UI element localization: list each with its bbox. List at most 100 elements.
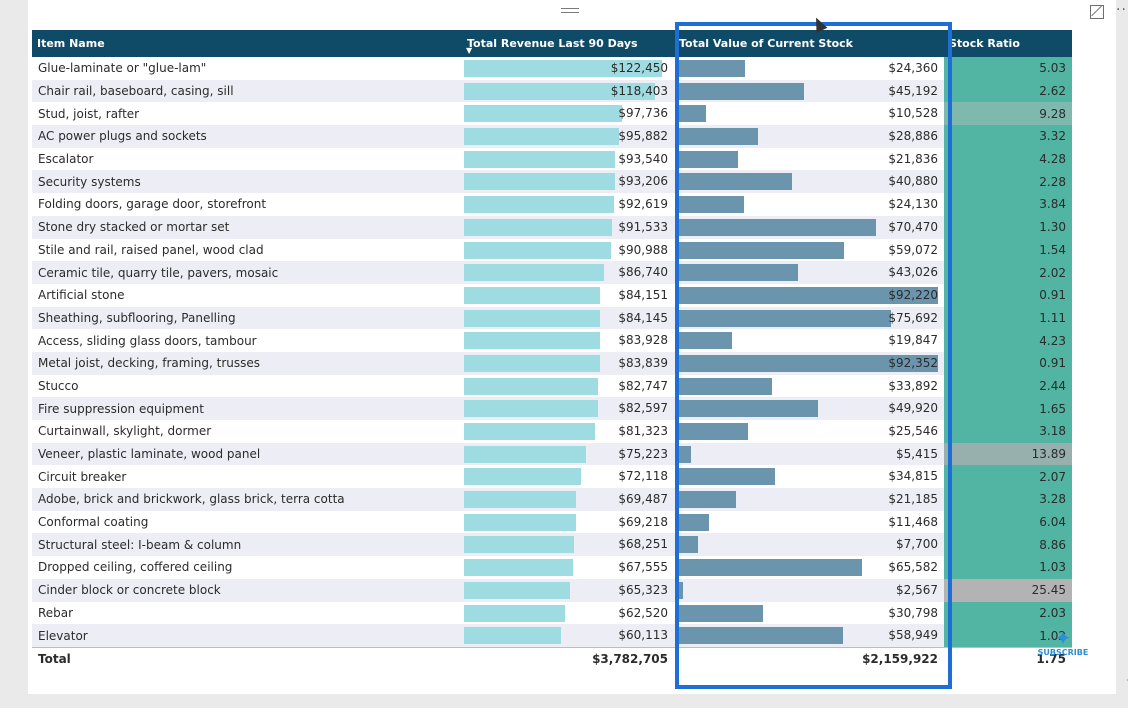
table-row[interactable]: Rebar $62,520 $30,798 2.03 (32, 601, 1072, 625)
table-row[interactable]: Veneer, plastic laminate, wood panel $75,… (32, 442, 1072, 466)
stock-cell: $21,836 (674, 147, 944, 171)
stock-value: $40,880 (888, 174, 938, 189)
table-row[interactable]: Structural steel: I-beam & column $68,251… (32, 533, 1072, 557)
table-row[interactable]: Sheathing, subflooring, Panelling $84,145… (32, 306, 1072, 330)
revenue-value: $83,839 (618, 355, 668, 370)
stock-ratio-cell: 0.91 (944, 351, 1072, 375)
table-row[interactable]: Curtainwall, skylight, dormer $81,323 $25,… (32, 420, 1072, 443)
table-row[interactable]: Adobe, brick and brickwork, glass brick,… (32, 488, 1072, 511)
stock-cell: $21,185 (674, 488, 944, 511)
stock-value: $59,072 (888, 242, 938, 257)
stock-value: $43,026 (888, 265, 938, 280)
sort-descending-icon[interactable]: ▼ (466, 46, 473, 55)
stock-bar (676, 218, 876, 236)
stock-bar (676, 491, 737, 509)
table-row[interactable]: Elevator $60,113 $58,949 1.02 (32, 624, 1072, 648)
table-row[interactable]: Stone dry stacked or mortar set $91,533 $7… (32, 215, 1072, 239)
item-name-cell: Security systems (32, 170, 462, 194)
stock-ratio-cell: 2.44 (944, 374, 1072, 398)
stock-cell: $11,468 (674, 510, 944, 534)
table-row[interactable]: Cinder block or concrete block $65,323 $2,… (32, 578, 1072, 602)
drag-grip-icon[interactable] (561, 8, 579, 14)
stock-value: $11,468 (888, 514, 938, 529)
table-row[interactable]: Ceramic tile, quarry tile, pavers, mosai… (32, 261, 1072, 284)
table-row[interactable]: Security systems $93,206 $40,880 2.28 (32, 170, 1072, 194)
stock-bar (676, 196, 745, 214)
table-row[interactable]: Access, sliding glass doors, tambour $83,… (32, 329, 1072, 352)
stock-value: $5,415 (896, 446, 938, 461)
stock-ratio-cell: 3.32 (944, 125, 1072, 148)
table-row[interactable]: AC power plugs and sockets $95,882 $28,886… (32, 125, 1072, 148)
revenue-cell: $122,450 (462, 57, 674, 80)
table-row[interactable]: Metal joist, decking, framing, trusses $8… (32, 351, 1072, 375)
stock-bar (676, 332, 733, 350)
revenue-bar (464, 377, 598, 395)
item-name-cell: Metal joist, decking, framing, trusses (32, 351, 462, 375)
revenue-value: $91,533 (618, 219, 668, 234)
table-row[interactable]: Stud, joist, rafter $97,736 $10,528 9.28 (32, 102, 1072, 126)
revenue-value: $82,597 (618, 401, 668, 416)
revenue-value: $84,151 (618, 287, 668, 302)
item-name-cell: Access, sliding glass doors, tambour (32, 329, 462, 352)
revenue-bar (464, 173, 615, 191)
revenue-bar (464, 264, 605, 282)
column-header-item-name[interactable]: Item Name (32, 30, 462, 57)
revenue-value: $82,747 (618, 378, 668, 393)
revenue-bar (464, 627, 562, 645)
stock-cell: $10,528 (674, 102, 944, 126)
revenue-cell: $118,403 (462, 79, 674, 103)
subscribe-label: SUBSCRIBE (1037, 648, 1089, 657)
table-row[interactable]: Fire suppression equipment $82,597 $49,920… (32, 397, 1072, 420)
table-row[interactable]: Escalator $93,540 $21,836 4.28 (32, 147, 1072, 171)
table-row[interactable]: Circuit breaker $72,118 $34,815 2.07 (32, 465, 1072, 489)
revenue-value: $86,740 (618, 265, 668, 280)
column-header-stock-ratio[interactable]: Stock Ratio (944, 30, 1072, 57)
stock-value: $19,847 (888, 333, 938, 348)
stock-value: $34,815 (888, 469, 938, 484)
table-row[interactable]: Conformal coating $69,218 $11,468 6.04 (32, 510, 1072, 534)
table-row[interactable]: Artificial stone $84,151 $92,220 0.91 (32, 283, 1072, 307)
stock-cell: $43,026 (674, 261, 944, 284)
focus-mode-icon[interactable] (1090, 5, 1104, 19)
stock-ratio-cell: 2.62 (944, 79, 1072, 103)
revenue-cell: $65,323 (462, 578, 674, 602)
stock-cell: $7,700 (674, 533, 944, 557)
stock-ratio-cell: 1.54 (944, 238, 1072, 262)
item-name-cell: Cinder block or concrete block (32, 578, 462, 602)
subscribe-watermark[interactable]: ✦ SUBSCRIBE (1032, 628, 1094, 657)
revenue-bar (464, 241, 612, 259)
stock-cell: $33,892 (674, 374, 944, 398)
revenue-cell: $97,736 (462, 102, 674, 126)
revenue-cell: $93,540 (462, 147, 674, 171)
stock-bar (676, 581, 684, 599)
revenue-value: $72,118 (618, 469, 668, 484)
stock-bar (676, 150, 738, 168)
revenue-bar (464, 513, 576, 531)
item-name-cell: Stud, joist, rafter (32, 102, 462, 126)
table-row[interactable]: Folding doors, garage door, storefront $9… (32, 193, 1072, 216)
column-header-stock-value[interactable]: Total Value of Current Stock (674, 30, 944, 57)
stock-ratio-cell: 1.30 (944, 215, 1072, 239)
table-row[interactable]: Dropped ceiling, coffered ceiling $67,555… (32, 556, 1072, 579)
stock-value: $2,567 (896, 582, 938, 597)
stock-value: $24,360 (888, 61, 938, 75)
total-label: Total (32, 646, 462, 671)
revenue-bar (464, 445, 586, 463)
revenue-cell: $60,113 (462, 624, 674, 648)
revenue-bar (464, 468, 581, 486)
revenue-cell: $84,145 (462, 306, 674, 330)
revenue-value: $95,882 (618, 129, 668, 144)
table-row[interactable]: Stucco $82,747 $33,892 2.44 (32, 374, 1072, 398)
more-options-icon[interactable]: ··· (1116, 2, 1128, 18)
table-row[interactable]: Glue-laminate or "glue-lam" $122,450 $24,3… (32, 57, 1072, 80)
revenue-value: $69,218 (618, 514, 668, 529)
stock-ratio-cell: 6.04 (944, 510, 1072, 534)
item-name-cell: Rebar (32, 601, 462, 625)
column-header-revenue[interactable]: Total Revenue Last 90 Days ▼ (462, 30, 674, 57)
revenue-value: $93,540 (618, 151, 668, 166)
stock-ratio-cell: 1.11 (944, 306, 1072, 330)
revenue-bar (464, 536, 575, 554)
stock-cell: $24,130 (674, 193, 944, 216)
table-row[interactable]: Stile and rail, raised panel, wood clad $… (32, 238, 1072, 262)
table-row[interactable]: Chair rail, baseboard, casing, sill $118,… (32, 79, 1072, 103)
